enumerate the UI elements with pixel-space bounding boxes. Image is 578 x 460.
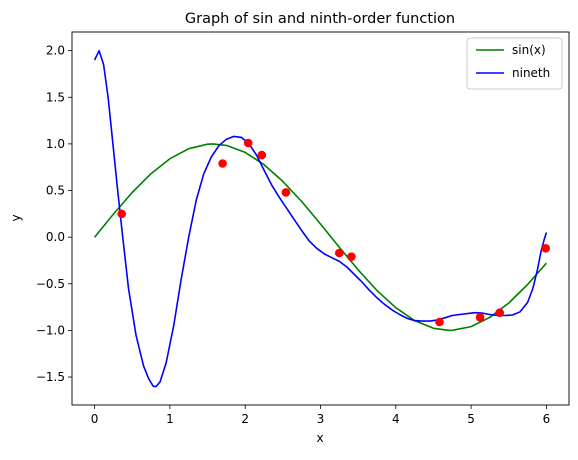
data-point (541, 244, 550, 253)
data-point (347, 252, 356, 261)
data-point (281, 188, 291, 197)
series-line-nineth (93, 49, 548, 388)
y-tick-label: 1.0 (46, 137, 65, 151)
x-axis-ticks: 0 1 2 3 4 5 6 (91, 405, 550, 426)
legend-label-nineth: nineth (512, 66, 550, 80)
y-tick-label: 1.5 (46, 90, 65, 104)
data-point (495, 308, 505, 318)
data-point (243, 138, 253, 148)
y-tick-label: 0.5 (46, 184, 65, 198)
data-point (475, 313, 485, 322)
y-tick-label: −1.5 (36, 370, 65, 384)
data-point (435, 317, 444, 327)
plot-area (93, 49, 550, 388)
x-tick-label: 4 (392, 412, 400, 426)
y-axis-ticks: −1.5 −1.0 −0.5 0.0 0.5 1.0 1.5 2.0 (36, 44, 72, 384)
x-axis-label: x (316, 431, 323, 445)
x-tick-label: 3 (317, 412, 325, 426)
x-tick-label: 5 (467, 412, 475, 426)
legend-label-sin: sin(x) (512, 43, 546, 57)
y-tick-label: −0.5 (36, 277, 65, 291)
data-point (218, 159, 227, 168)
data-point (117, 209, 126, 219)
data-point (335, 248, 344, 258)
chart-title: Graph of sin and ninth-order function (185, 11, 455, 27)
x-tick-label: 1 (166, 412, 174, 426)
y-tick-label: −1.0 (36, 323, 65, 337)
x-tick-label: 2 (241, 412, 249, 426)
y-tick-label: 0.0 (46, 230, 65, 244)
x-tick-label: 0 (91, 412, 99, 426)
x-tick-label: 6 (543, 412, 551, 426)
series-line-sin (93, 143, 547, 332)
y-axis-label: y (9, 214, 23, 221)
data-point (257, 150, 267, 160)
y-tick-label: 2.0 (46, 44, 65, 58)
legend: sin(x) nineth (466, 37, 563, 90)
